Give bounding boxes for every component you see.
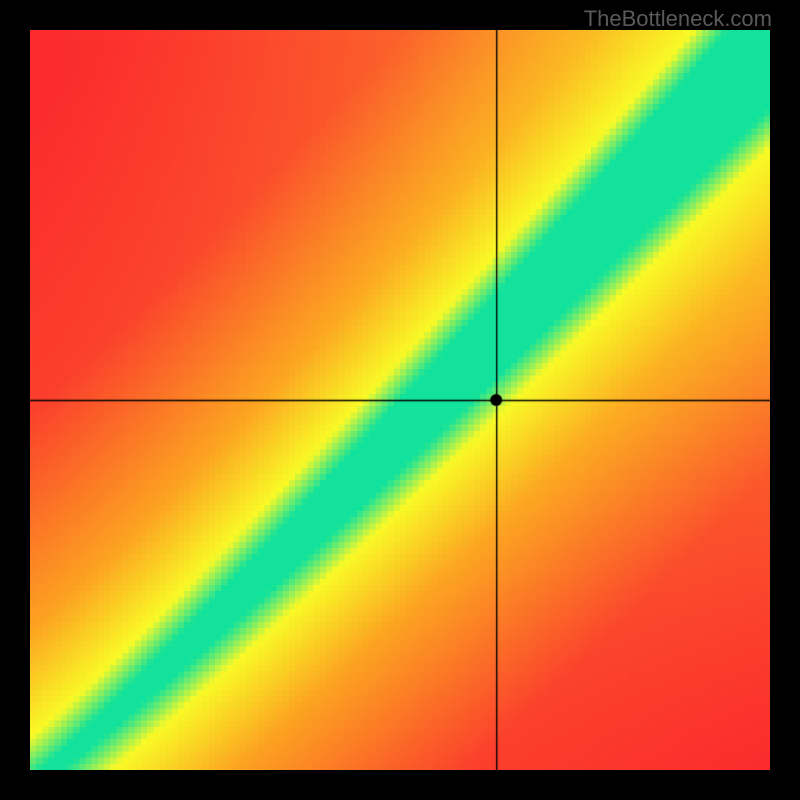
heatmap-canvas bbox=[30, 30, 770, 770]
watermark-text: TheBottleneck.com bbox=[584, 6, 772, 32]
chart-container: TheBottleneck.com bbox=[0, 0, 800, 800]
